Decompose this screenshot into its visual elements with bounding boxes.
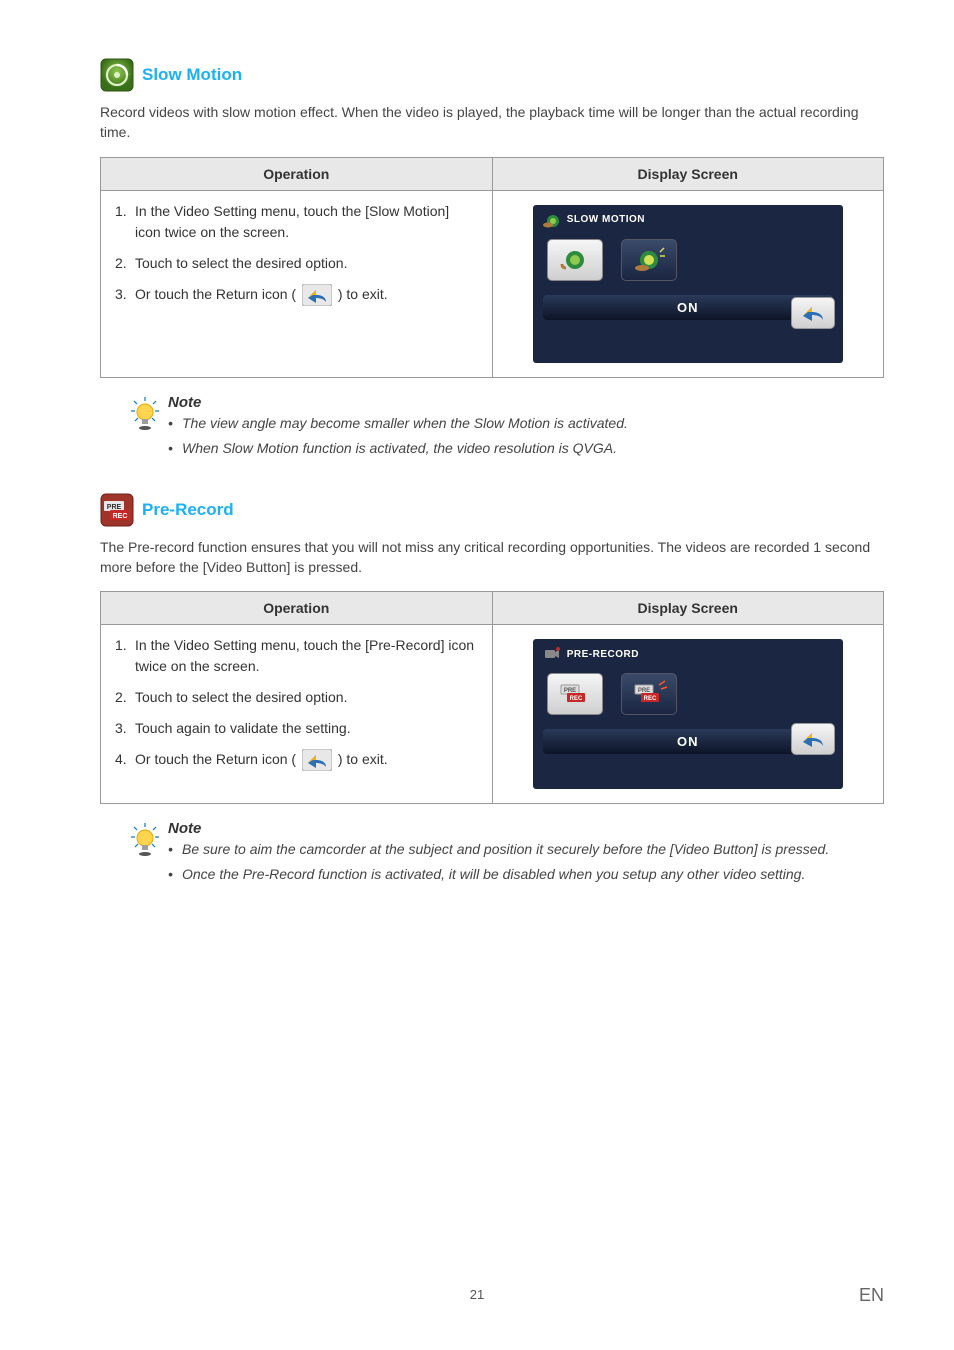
option-tile-off[interactable] [547,239,603,281]
display-footer: ON [543,295,833,320]
camera-icon [543,645,561,663]
svg-text:REC: REC [113,513,128,520]
option-tile-off[interactable]: PREREC [547,673,603,715]
return-button[interactable] [791,297,835,329]
pre-record-intro: The Pre-record function ensures that you… [100,537,884,578]
pre-record-heading: Pre-Record [142,500,234,520]
snail-icon [543,211,561,229]
option-tile-on[interactable] [621,239,677,281]
pre-record-display: PRE-RECORD PREREC PREREC ON [533,639,843,789]
pre-record-steps: 1.In the Video Setting menu, touch the [… [115,635,478,771]
return-button[interactable] [791,723,835,755]
slow-motion-heading-icon [100,58,134,92]
display-footer: ON [543,729,833,754]
language-code: EN [859,1285,884,1306]
col-display: Display Screen [492,157,884,190]
return-icon [302,284,332,306]
col-operation: Operation [101,592,493,625]
note-title: Note [168,394,884,411]
display-title: SLOW MOTION [567,214,645,225]
svg-text:PRE: PRE [107,504,122,511]
page-number: 21 [0,1287,954,1302]
note-title: Note [168,820,884,837]
slow-motion-display: SLOW MOTION ON [533,205,843,363]
pre-record-table: Operation Display Screen 1.In the Video … [100,591,884,804]
bulb-icon [130,820,164,889]
slow-motion-notes: •The view angle may become smaller when … [168,413,884,459]
return-icon [302,749,332,771]
col-operation: Operation [101,157,493,190]
svg-text:REC: REC [569,696,582,702]
slow-motion-table: Operation Display Screen 1.In the Video … [100,157,884,378]
col-display: Display Screen [492,592,884,625]
display-title: PRE-RECORD [567,649,639,660]
pre-record-notes: •Be sure to aim the camcorder at the sub… [168,839,884,885]
pre-record-heading-icon: PRE REC [100,493,134,527]
option-tile-on[interactable]: PREREC [621,673,677,715]
slow-motion-intro: Record videos with slow motion effect. W… [100,102,884,143]
bulb-icon [130,394,164,463]
slow-motion-heading: Slow Motion [142,65,242,85]
svg-text:REC: REC [643,696,656,702]
slow-motion-steps: 1.In the Video Setting menu, touch the [… [115,201,478,306]
